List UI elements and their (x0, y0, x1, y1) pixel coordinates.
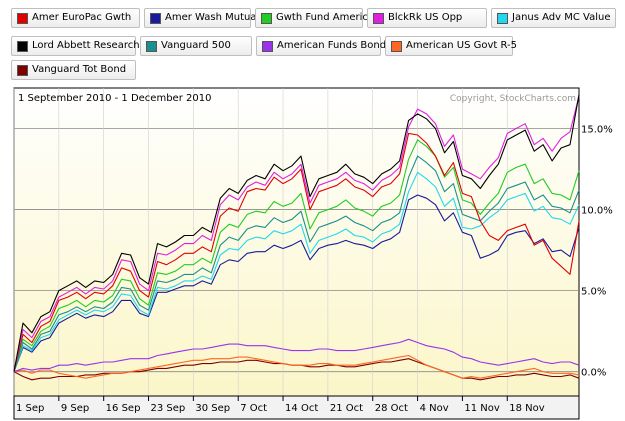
legend-label: BlckRk US Opp (388, 12, 463, 23)
y-axis: 0.0% 5.0% 10.0% 15.0% (581, 125, 613, 379)
legend-item: Lord Abbett Research (11, 36, 140, 56)
x-tick-label: 1 Sep (16, 403, 44, 414)
y-tick-label: 10.0% (581, 206, 613, 217)
series-line (13, 171, 580, 372)
y-tick-label: 15.0% (581, 125, 613, 136)
date-range: 1 September 2010 - 1 December 2010 (18, 93, 211, 104)
series-line (13, 338, 580, 373)
legend-swatch (497, 13, 508, 24)
legend-swatch (17, 41, 28, 52)
legend-item: Amer EuroPac Gwth (11, 8, 140, 28)
legend-label: Gwth Fund America (276, 12, 375, 23)
legend-label: American Funds Bond (277, 40, 387, 51)
y-tick-label: 5.0% (581, 287, 606, 298)
legend-label: Amer EuroPac Gwth (32, 12, 132, 23)
x-tick-label: 14 Oct (285, 403, 318, 414)
legend-label: Vanguard 500 (161, 40, 231, 51)
legend-item: Vanguard Tot Bond (11, 60, 136, 80)
x-tick-label: 18 Nov (509, 403, 545, 414)
legend-item: American US Govt R-5 (385, 36, 517, 56)
legend-label: Lord Abbett Research (32, 40, 140, 51)
legend-item: American Funds Bond (256, 36, 386, 56)
x-axis-band (13, 395, 580, 420)
legend: Amer EuroPac Gwth Amer Wash Mutual Gwth Fu… (0, 0, 625, 90)
series-line (13, 155, 580, 372)
legend-swatch (261, 13, 272, 24)
x-tick-label: 16 Sep (106, 403, 141, 414)
series-layer (13, 94, 580, 381)
x-tick-label: 30 Sep (195, 403, 230, 414)
x-tick-label: 11 Nov (464, 403, 500, 414)
legend-label: Vanguard Tot Bond (32, 64, 127, 75)
legend-label: American US Govt R-5 (406, 40, 518, 51)
legend-item: Gwth Fund America (255, 8, 374, 28)
x-tick-label: 7 Oct (240, 403, 267, 414)
x-tick-label: 21 Oct (330, 403, 363, 414)
legend-item: BlckRk US Opp (367, 8, 487, 28)
series-line (13, 94, 580, 372)
legend-swatch (262, 41, 273, 52)
x-axis: 1 Sep 9 Sep 16 Sep 23 Sep 30 Sep 7 Oct 14 Oct 2… (13, 396, 545, 414)
legend-item: Vanguard 500 (140, 36, 252, 56)
legend-label: Janus Adv MC Value (512, 12, 611, 23)
legend-swatch (17, 13, 28, 24)
copyright: Copyright, StockCharts.com (450, 94, 576, 104)
series-line (13, 132, 580, 372)
legend-swatch (150, 13, 161, 24)
x-tick-label: 28 Oct (375, 403, 408, 414)
plot-background (13, 87, 580, 397)
series-line (13, 194, 580, 372)
series-line (13, 354, 580, 379)
legend-swatch (146, 41, 157, 52)
legend-swatch (373, 13, 384, 24)
gridlines (13, 88, 579, 396)
legend-item: Janus Adv MC Value (491, 8, 616, 28)
x-tick-label: 9 Sep (61, 403, 89, 414)
legend-item: Amer Wash Mutual (144, 8, 259, 28)
x-tick-label: 4 Nov (420, 403, 449, 414)
x-tick-label: 23 Sep (151, 403, 186, 414)
legend-swatch (391, 41, 402, 52)
series-line (13, 139, 580, 372)
legend-swatch (17, 65, 28, 76)
y-tick-label: 0.0% (581, 368, 606, 379)
series-line (13, 95, 580, 372)
legend-label: Amer Wash Mutual (165, 12, 260, 23)
